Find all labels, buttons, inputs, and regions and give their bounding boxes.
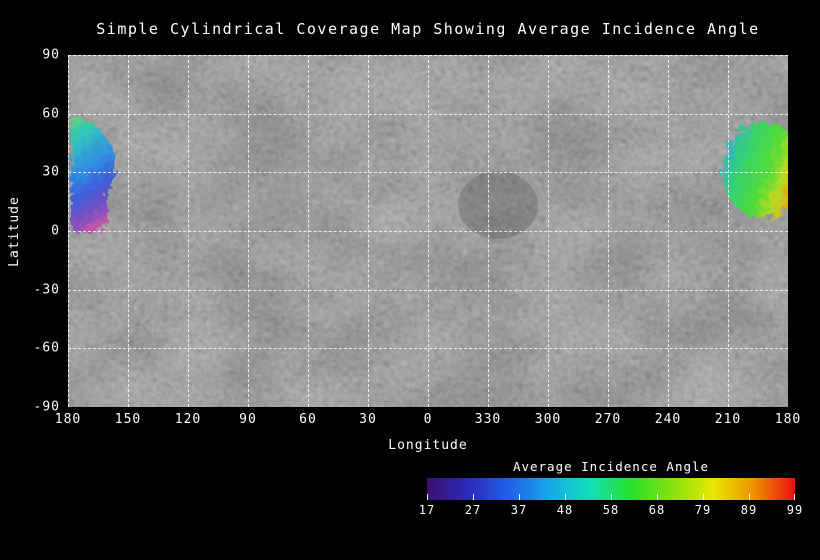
y-axis-label-wrap: Latitude [0,55,28,407]
x-axis-label: Longitude [388,438,468,453]
x-tick-label: 300 [534,412,562,427]
x-axis-ticks: 180 150 120 90 60 30 0 330 300 270 240 210 180 [55,412,800,430]
colorbar-tick-value: 79 [694,503,712,517]
colorbar-tick-mark [565,494,566,500]
colorbar-tick-mark [657,494,658,500]
colorbar-tick-mark [611,494,612,500]
dark-region [458,171,538,239]
colorbar-tick-mark [703,494,704,500]
colorbar-tick-mark [519,494,520,500]
x-tick-label: 30 [359,412,377,427]
colorbar-gradient [427,478,795,500]
y-axis-ticks: 90 60 30 0 -30 -60 -90 [26,48,64,415]
colorbar-tick-value: 99 [786,503,804,517]
terrain-grain [68,55,788,407]
colorbar-tick-mark [794,494,795,500]
colorbar-tick-value: 48 [556,503,574,517]
x-tick-label: 180 [774,412,802,427]
colorbar-tick-labels: 17 27 37 48 58 68 79 89 99 [419,503,802,519]
y-tick-label: 90 [42,47,60,63]
y-tick-label: 0 [51,223,60,239]
x-tick-label: 120 [174,412,202,427]
colorbar-title: Average Incidence Angle [512,459,710,474]
x-tick-label: 180 [54,412,82,427]
x-tick-label: 60 [299,412,317,427]
basemap-svg [68,55,788,407]
map-plot-area [68,55,788,407]
x-tick-label: 240 [654,412,682,427]
colorbar-tick-value: 37 [510,503,528,517]
colorbar-tick-value: 27 [464,503,482,517]
y-tick-label: 30 [42,164,60,180]
x-tick-label: 90 [239,412,257,427]
colorbar-tick-value: 17 [418,503,436,517]
y-axis-label: Latitude [6,195,22,267]
colorbar-tick-mark [427,494,428,500]
x-tick-label: 330 [474,412,502,427]
crater-outlines [183,116,715,398]
coverage-patch-west [68,113,113,231]
y-tick-label: -30 [33,282,60,298]
colorbar-tick-mark [473,494,474,500]
colorbar-tick-mark [749,494,750,500]
colorbar-tick-value: 89 [740,503,758,517]
colorbar-tick-value: 68 [648,503,666,517]
y-tick-label: -60 [33,340,60,356]
coverage-patch-east [719,120,788,216]
x-tick-label: 270 [594,412,622,427]
colorbar-tick-value: 58 [602,503,620,517]
x-tick-label: 0 [423,412,433,427]
y-tick-label: -90 [33,399,60,415]
chart-title: Simple Cylindrical Coverage Map Showing … [96,20,760,38]
x-tick-label: 150 [114,412,142,427]
y-tick-label: 60 [42,106,60,122]
x-tick-label: 210 [714,412,742,427]
coverage-patches [68,113,788,231]
bright-region [183,115,323,231]
